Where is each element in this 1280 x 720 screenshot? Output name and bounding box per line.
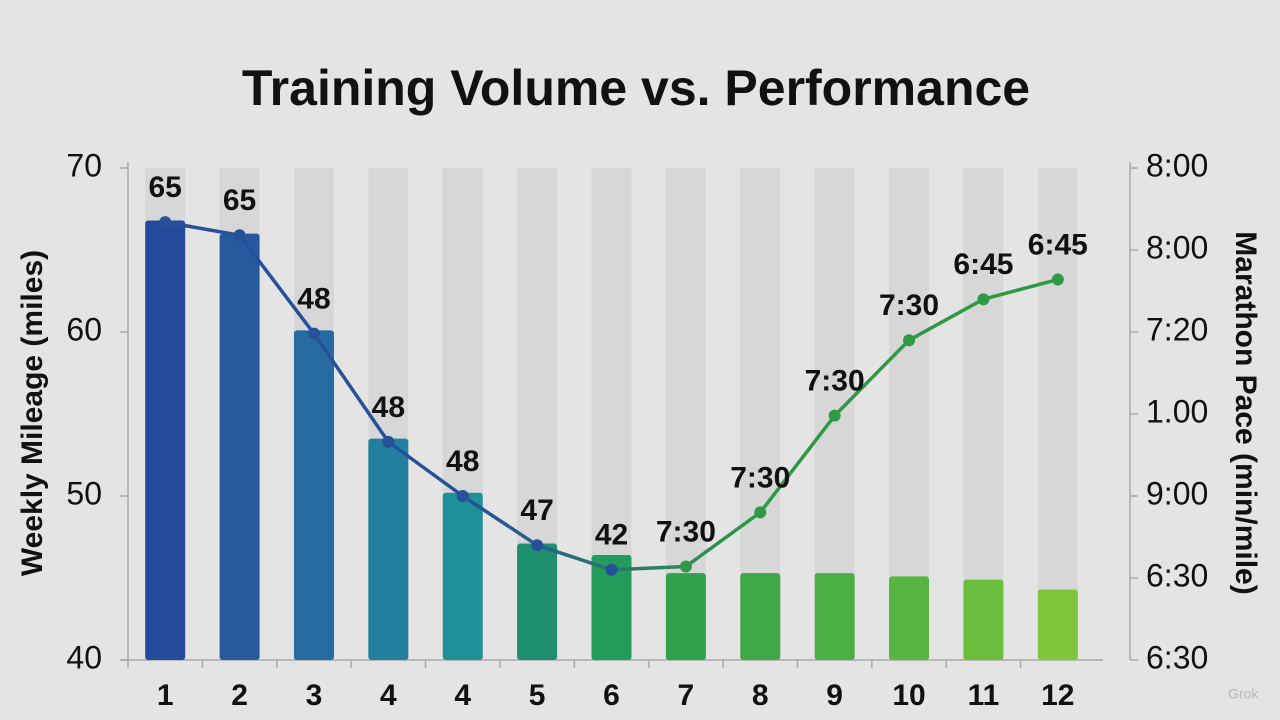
y-axis-label: Weekly Mileage (miles) [16, 250, 49, 576]
x-tick-label: 9 [826, 679, 843, 712]
line-point [1051, 273, 1064, 286]
x-tick-label: 11 [968, 679, 1000, 712]
point-label: 7:30 [656, 515, 716, 548]
line-point [159, 216, 172, 229]
bar [517, 543, 558, 660]
bar [963, 579, 1004, 660]
point-label: 42 [595, 519, 628, 552]
bar [665, 573, 706, 660]
bar [1037, 589, 1078, 660]
line-point [307, 327, 320, 340]
bar [740, 573, 781, 660]
bar [219, 233, 260, 660]
point-label: 6:45 [1028, 228, 1088, 261]
y-tick-label: 60 [66, 311, 102, 347]
y2-tick-label: 6:30 [1146, 639, 1208, 675]
line-point [605, 563, 618, 576]
x-tick-label: 5 [529, 679, 546, 712]
point-label: 47 [520, 494, 553, 527]
point-label: 48 [297, 283, 330, 316]
line-point [456, 490, 469, 502]
column-stripe [1037, 168, 1078, 660]
y2-tick-label: 6:30 [1146, 557, 1208, 593]
line-point [754, 506, 767, 519]
line-point [233, 229, 246, 242]
point-label: 6:45 [953, 248, 1013, 281]
y2-tick-label: 8:00 [1146, 147, 1208, 183]
watermark: Grok [1228, 686, 1259, 702]
x-tick-label: 12 [1041, 679, 1074, 712]
x-tick-label: 2 [231, 679, 248, 712]
line-point [679, 560, 692, 573]
point-label: 65 [223, 184, 256, 217]
point-label: 48 [446, 445, 479, 478]
x-tick-label: 4 [454, 679, 471, 712]
y-tick-label: 40 [66, 639, 102, 675]
point-label: 65 [149, 171, 182, 204]
line-point [977, 293, 990, 306]
bar [442, 492, 483, 660]
bar [145, 220, 186, 661]
x-tick-label: 6 [603, 679, 620, 712]
point-label: 7:30 [805, 365, 865, 398]
y2-tick-label: 9:00 [1146, 475, 1208, 511]
x-tick-label: 7 [678, 679, 695, 712]
bar [293, 330, 334, 660]
x-tick-label: 3 [306, 679, 323, 712]
bar [591, 555, 632, 660]
x-tick-label: 8 [752, 679, 769, 712]
chart-title: Training Volume vs. Performance [242, 60, 1030, 116]
line-point [828, 409, 841, 422]
point-label: 7:30 [730, 461, 790, 494]
column-stripe [963, 168, 1004, 660]
x-tick-label: 10 [892, 679, 925, 712]
point-label: 7:30 [879, 289, 939, 322]
line-point [903, 334, 916, 347]
bar [368, 438, 409, 660]
y2-tick-label: 1.00 [1146, 393, 1208, 429]
x-tick-label: 4 [380, 679, 397, 712]
y2-tick-label: 7:20 [1146, 311, 1208, 347]
y-tick-label: 50 [66, 475, 102, 511]
point-label: 48 [372, 391, 405, 424]
line-point [382, 435, 395, 448]
y2-axis-label: Marathon Pace (min/mile) [1229, 231, 1262, 594]
x-tick-label: 1 [157, 679, 174, 712]
bar [889, 576, 930, 660]
y2-tick-label: 8:00 [1146, 229, 1208, 265]
bar [814, 573, 855, 660]
y-tick-label: 70 [66, 147, 102, 183]
line-point [531, 539, 544, 552]
